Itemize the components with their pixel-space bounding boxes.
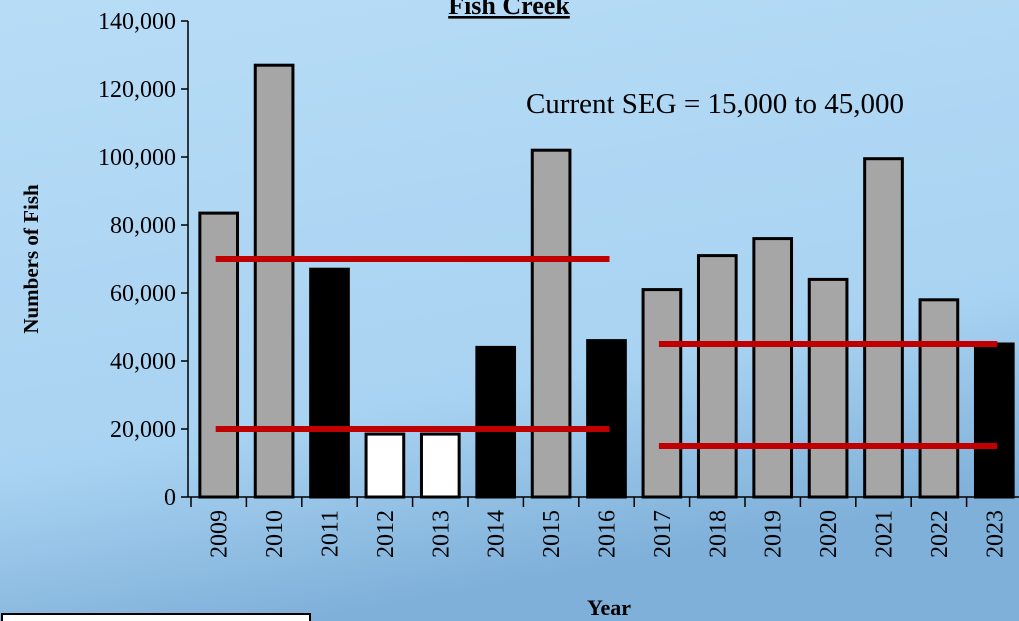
x-tick-label: 2017 [650,510,676,558]
bar [419,432,461,499]
x-tick-label: 2011 [318,510,344,557]
bar [198,211,240,499]
y-tick-label: 140,000 [98,9,176,35]
x-tick-label: 2023 [982,510,1008,558]
bar [918,298,960,499]
x-tick-label: 2021 [872,510,898,558]
x-tick-label: 2014 [484,510,510,558]
y-tick-label: 40,000 [110,349,176,375]
y-tick-label: 120,000 [98,77,176,103]
bar [752,237,794,499]
x-tick-label: 2020 [816,510,842,558]
bar [863,157,904,499]
x-tick-label: 2015 [539,510,565,558]
x-axis-label: Year [587,595,631,620]
y-axis-label: Numbers of Fish [19,184,43,334]
bar [253,63,295,499]
bar [475,345,517,499]
bar [973,342,1015,499]
legend-box [1,613,311,621]
y-tick-label: 80,000 [110,213,176,239]
annotation: Current SEG = 15,000 to 45,000 [526,88,904,120]
x-tick-label: 2010 [262,510,288,558]
x-tick-label: 2013 [428,510,454,558]
bar [309,267,350,499]
bar [696,254,738,499]
x-tick-label: 2018 [705,510,731,558]
x-tick-label: 2016 [595,510,621,558]
bar [807,277,849,499]
x-tick-label: 2012 [373,510,399,558]
chart-title: Fish Creek [448,0,570,20]
x-tick-label: 2009 [207,510,233,558]
x-tick-label: 2022 [927,510,953,558]
y-tick-label: 0 [164,485,176,511]
bar [641,288,683,499]
bar [364,432,406,499]
y-tick-label: 100,000 [98,145,176,171]
x-tick-label: 2019 [761,510,787,558]
bar [586,339,627,499]
bar [530,148,572,499]
y-tick-label: 60,000 [110,281,176,307]
y-tick-label: 20,000 [110,417,176,443]
